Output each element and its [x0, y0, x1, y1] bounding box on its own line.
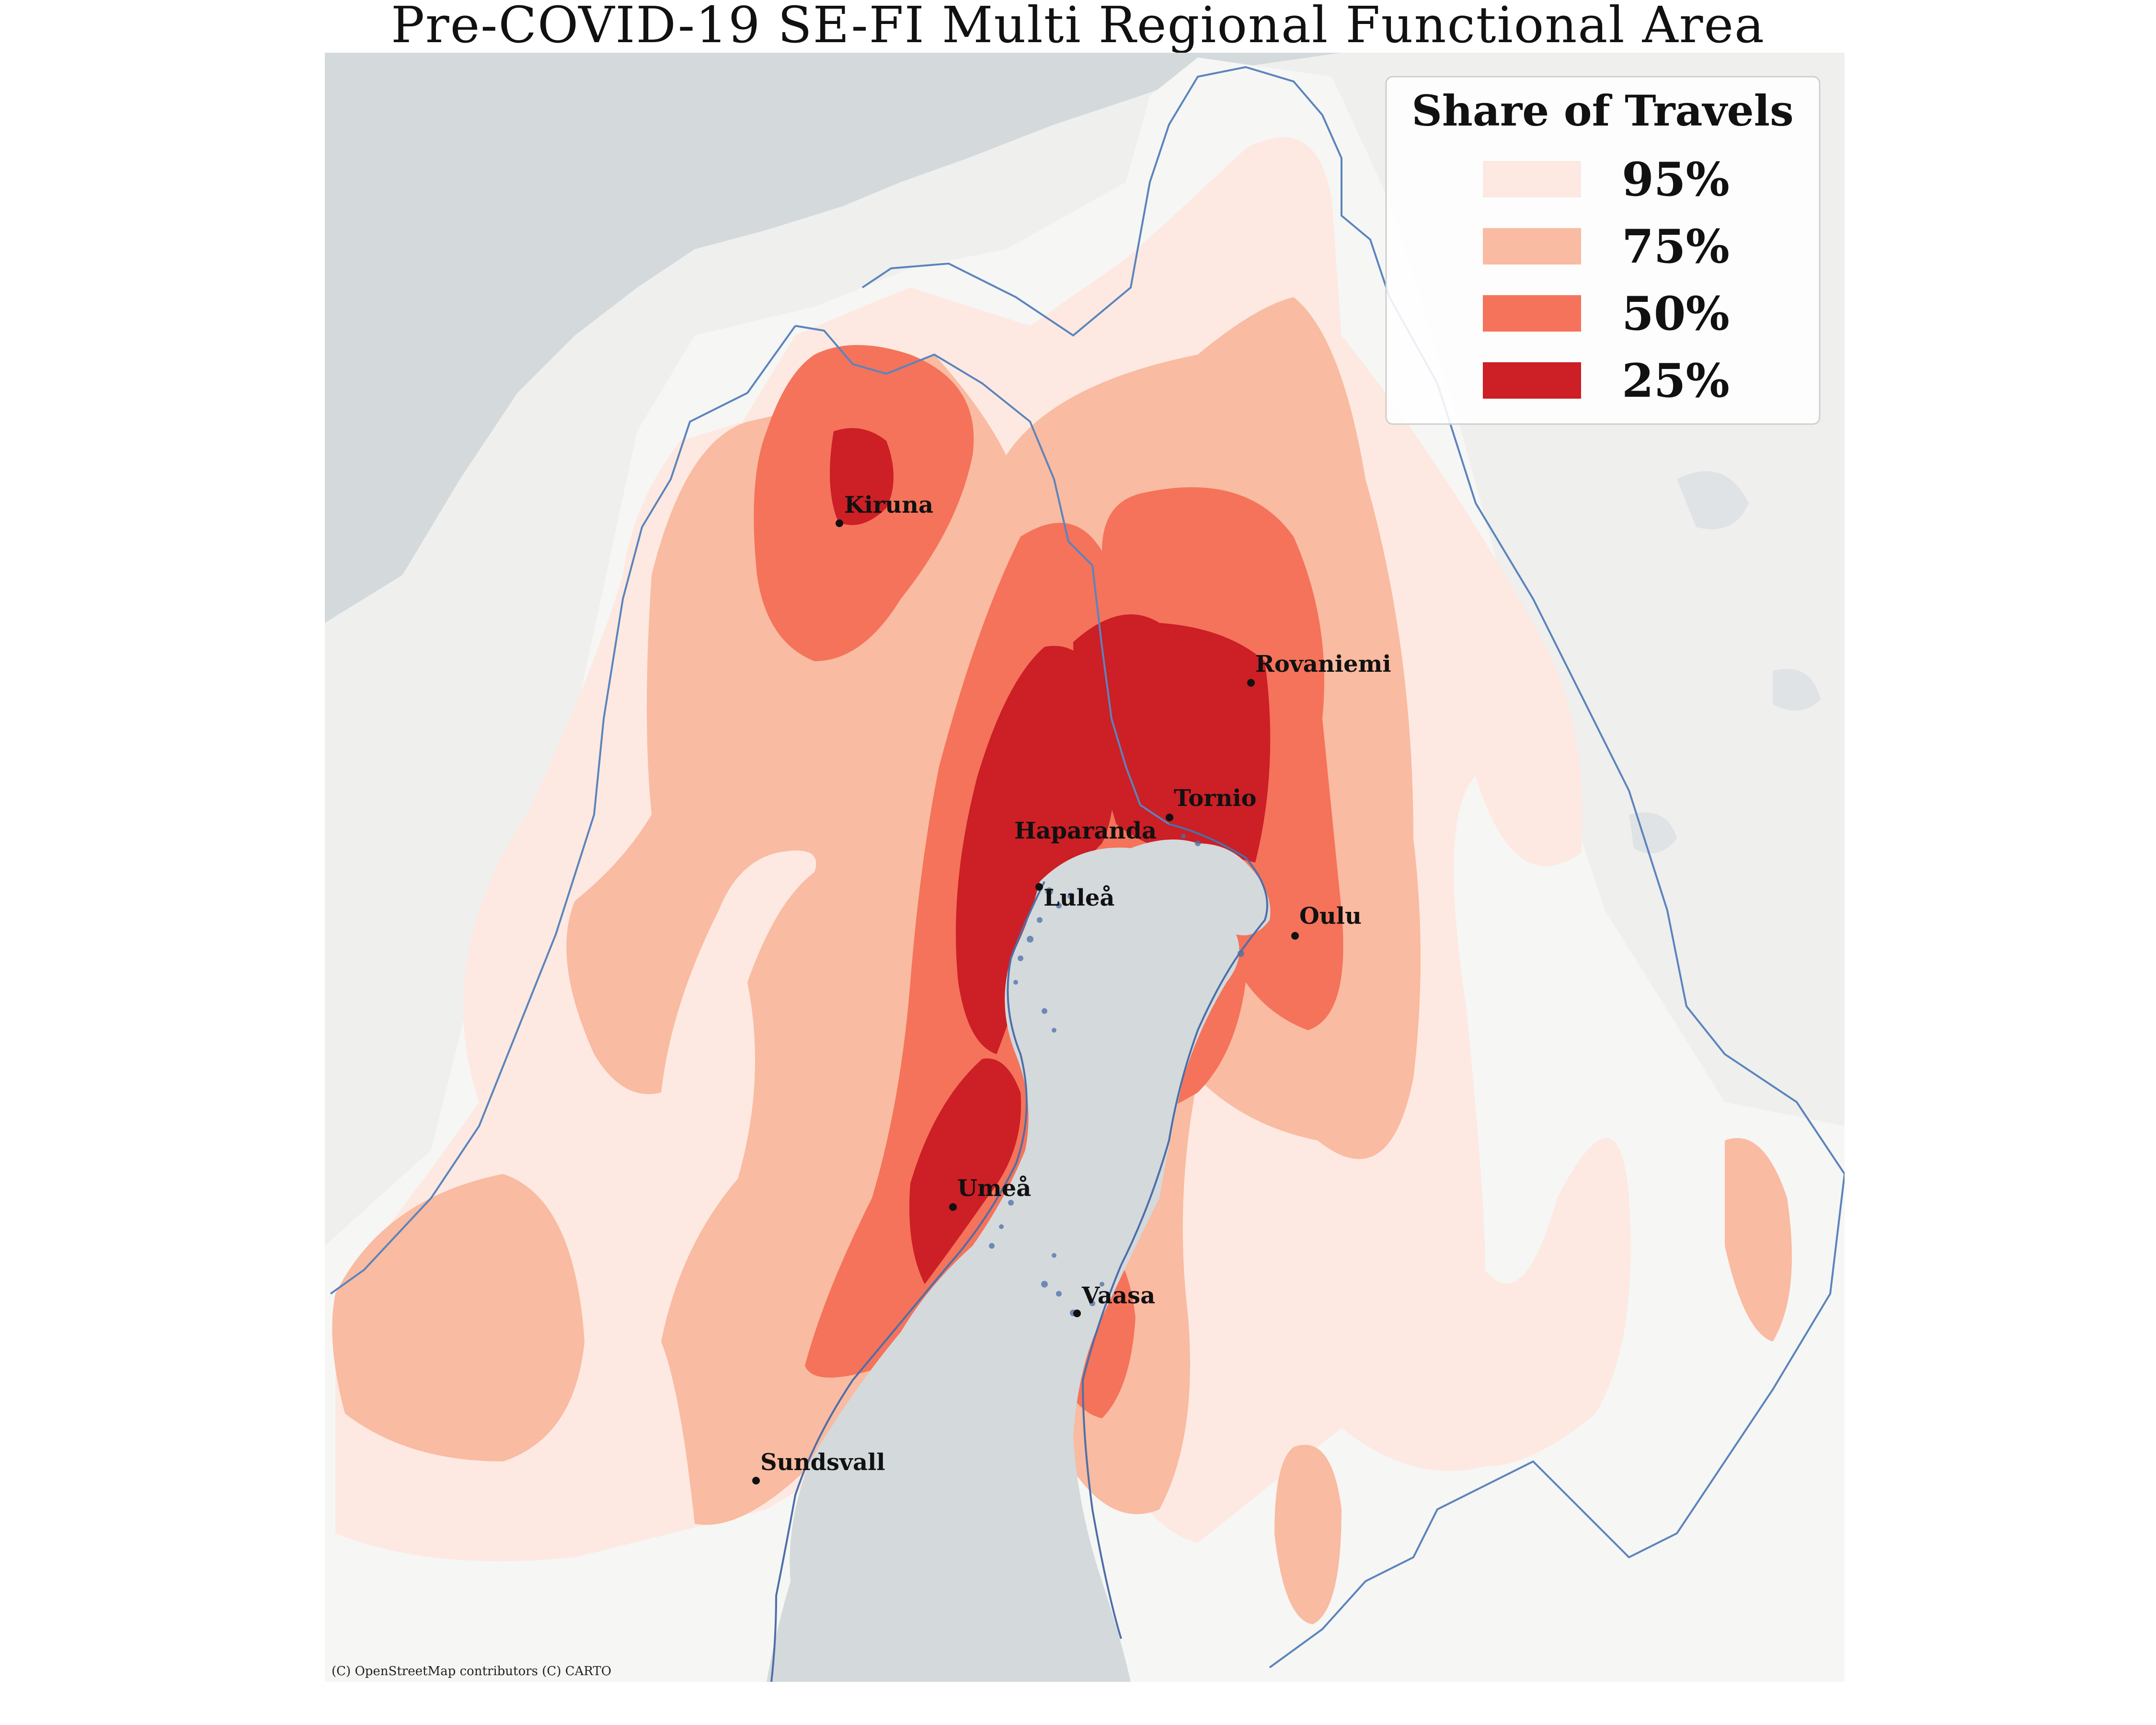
legend-swatch: [1483, 228, 1581, 264]
city-label: Sundsvall: [760, 1449, 885, 1476]
city-umea[interactable]: Umeå: [949, 1175, 1031, 1211]
contour-25: [830, 428, 1271, 1285]
city-oulu[interactable]: Oulu: [1291, 903, 1362, 940]
legend-item-25: 25%: [1483, 354, 1730, 408]
national-border-north: [861, 66, 1390, 337]
city-label: Rovaniemi: [1255, 651, 1391, 678]
city-dot: [752, 1477, 760, 1484]
city-dot: [1291, 932, 1299, 940]
coastline: [770, 823, 1268, 1682]
archipelago: [989, 834, 1244, 1316]
city-label: Haparanda: [1014, 817, 1157, 844]
city-markers: Kiruna Rovaniemi Tornio Haparanda Luleå …: [752, 492, 1391, 1484]
city-sundsvall[interactable]: Sundsvall: [752, 1449, 885, 1484]
city-dot: [836, 519, 843, 527]
legend-item-95: 95%: [1483, 152, 1730, 207]
city-label: Umeå: [957, 1175, 1031, 1202]
city-tornio[interactable]: Tornio: [1166, 785, 1257, 821]
legend-swatch: [1483, 295, 1581, 332]
city-dot: [1035, 883, 1043, 891]
city-label: Oulu: [1299, 903, 1362, 930]
legend-item-50: 50%: [1483, 287, 1730, 341]
legend-label: 50%: [1622, 287, 1730, 341]
sweden-norway-border: [330, 325, 796, 1295]
finland-russia-border: [1269, 297, 1845, 1668]
city-label: Tornio: [1174, 785, 1257, 812]
lakes: [1629, 471, 1821, 854]
gulf-of-bothnia: [767, 840, 1271, 1682]
national-border: [795, 325, 1170, 825]
legend: Share of Travels 95% 75% 50% 25%: [1385, 76, 1821, 425]
city-vaasa[interactable]: Vaasa: [1073, 1282, 1155, 1317]
city-rovaniemi[interactable]: Rovaniemi: [1247, 651, 1391, 687]
city-kiruna[interactable]: Kiruna: [836, 492, 933, 527]
attribution: (C) OpenStreetMap contributors (C) CARTO: [332, 1664, 611, 1679]
city-dot: [1073, 1310, 1081, 1317]
legend-swatch: [1483, 362, 1581, 399]
legend-swatch: [1483, 161, 1581, 197]
city-dot: [949, 1203, 957, 1211]
city-haparanda[interactable]: Haparanda: [1014, 817, 1157, 844]
legend-item-75: 75%: [1483, 219, 1730, 274]
city-label: Vaasa: [1081, 1282, 1155, 1309]
city-dot: [1166, 814, 1173, 821]
city-dot: [1247, 679, 1255, 687]
city-label: Luleå: [1044, 885, 1115, 911]
legend-title: Share of Travels: [1411, 86, 1793, 136]
city-lulea[interactable]: Luleå: [1035, 883, 1115, 911]
legend-label: 75%: [1622, 219, 1730, 274]
legend-label: 25%: [1622, 354, 1730, 408]
legend-label: 95%: [1622, 152, 1730, 207]
city-label: Kiruna: [844, 492, 933, 518]
map-title: Pre-COVID-19 SE-FI Multi Regional Functi…: [390, 0, 1766, 54]
